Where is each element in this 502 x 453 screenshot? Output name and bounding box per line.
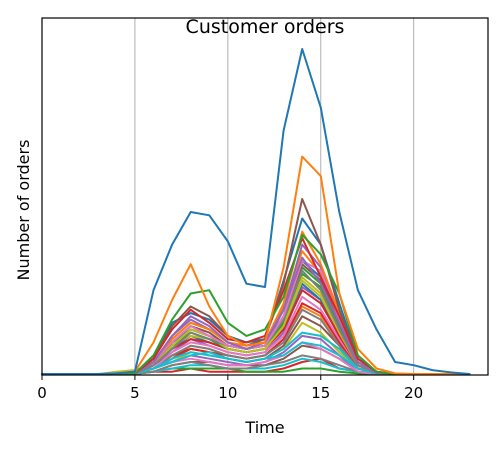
x-tick-label-15: 15: [311, 384, 330, 402]
x-gridlines: [134, 18, 415, 375]
series-line-23: [41, 266, 471, 376]
series-line-13: [41, 272, 471, 376]
x-tick-label-20: 20: [404, 384, 423, 402]
plot-frame: [41, 17, 489, 376]
chart-title: Customer orders: [186, 16, 345, 38]
series-line-22: [41, 250, 471, 376]
x-tick-label-0: 0: [37, 384, 47, 402]
series-lines: [41, 48, 471, 376]
x-axis-label: Time: [244, 418, 284, 437]
x-tick-label-10: 10: [218, 384, 237, 402]
x-axis-ticks: 0 5 10 15 20: [37, 375, 423, 402]
x-tick-label-5: 5: [130, 384, 140, 402]
series-line-1: [41, 48, 471, 375]
y-axis-label: Number of orders: [14, 140, 33, 281]
series-line-15: [41, 243, 471, 376]
